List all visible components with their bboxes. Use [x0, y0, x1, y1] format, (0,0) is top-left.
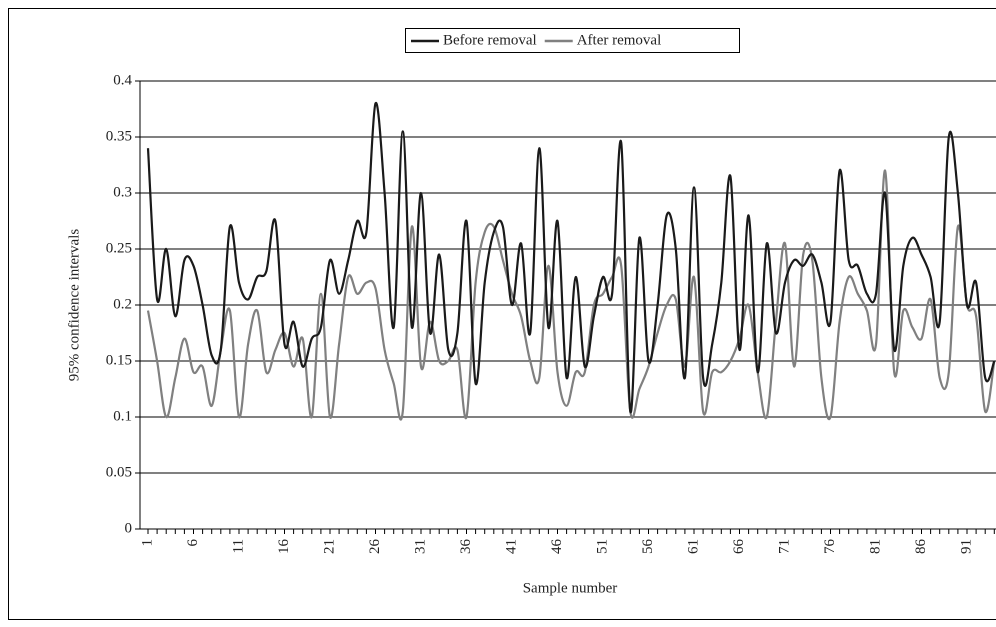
x-tick-label: 61	[685, 539, 701, 554]
series-line	[146, 169, 996, 421]
y-tick-label: 0.15	[106, 352, 132, 368]
y-tick-label: 0.4	[113, 72, 132, 88]
x-tick-label: 36	[458, 539, 474, 555]
y-tick-label: 0.2	[113, 296, 132, 312]
y-tick-label: 0.1	[113, 408, 132, 424]
series-line	[146, 102, 996, 414]
y-tick-label: 0.3	[113, 184, 132, 200]
chart-frame	[8, 8, 996, 620]
x-tick-label: 21	[321, 539, 337, 554]
y-tick-label: 0.35	[106, 128, 132, 144]
x-tick-label: 6	[185, 539, 201, 547]
x-tick-label: 51	[594, 539, 610, 554]
x-tick-label: 31	[412, 539, 428, 554]
y-tick-label: 0	[125, 520, 133, 536]
x-tick-label: 46	[549, 539, 565, 555]
y-axis-label: 95% confidence intervals	[66, 229, 82, 382]
x-tick-label: 81	[867, 539, 883, 554]
x-tick-label: 86	[913, 539, 929, 555]
legend-label: After removal	[577, 32, 662, 48]
legend-label: Before removal	[443, 32, 537, 48]
x-tick-label: 41	[503, 539, 519, 554]
x-axis-label: Sample number	[523, 580, 618, 596]
x-tick-label: 91	[958, 539, 974, 554]
x-tick-label: 26	[367, 539, 383, 555]
x-tick-label: 76	[822, 539, 838, 555]
y-tick-label: 0.05	[106, 464, 132, 480]
x-tick-label: 1	[139, 539, 155, 547]
x-tick-label: 16	[276, 539, 292, 555]
x-tick-label: 66	[731, 539, 747, 555]
x-tick-label: 56	[640, 539, 656, 555]
y-tick-label: 0.25	[106, 240, 132, 256]
x-tick-label: 11	[230, 539, 246, 553]
x-tick-label: 71	[776, 539, 792, 554]
